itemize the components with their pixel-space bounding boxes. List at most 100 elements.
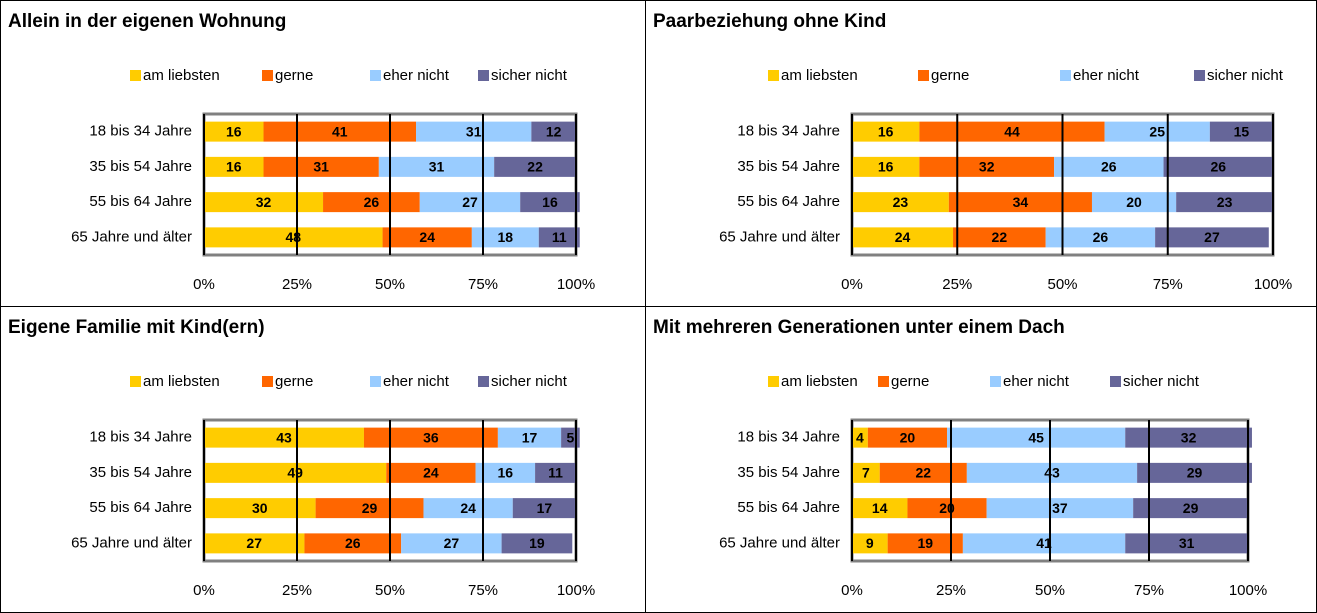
legend-swatch bbox=[130, 70, 141, 81]
data-label: 48 bbox=[285, 229, 301, 245]
data-label: 15 bbox=[1234, 123, 1250, 139]
x-tick-label: 0% bbox=[193, 276, 215, 293]
data-label: 29 bbox=[1187, 465, 1203, 481]
x-tick-label: 100% bbox=[557, 582, 595, 599]
y-tick-label: 18 bis 34 Jahre bbox=[737, 429, 840, 446]
bar-segment bbox=[531, 121, 576, 142]
legend-label: eher nicht bbox=[1073, 67, 1140, 84]
x-tick-label: 75% bbox=[468, 276, 498, 293]
y-tick-label: 35 bis 54 Jahre bbox=[737, 158, 840, 175]
chart-title: Allein in der eigenen Wohnung bbox=[8, 11, 286, 32]
legend-label: gerne bbox=[931, 67, 969, 84]
bar-segment bbox=[1133, 498, 1248, 519]
data-label: 43 bbox=[276, 429, 292, 445]
x-tick-label: 0% bbox=[193, 582, 215, 599]
data-label: 32 bbox=[979, 159, 995, 175]
bar-segment bbox=[1176, 192, 1273, 213]
data-label: 24 bbox=[419, 229, 435, 245]
bar-segment bbox=[386, 462, 476, 483]
bar-segment bbox=[852, 156, 920, 177]
bar-segment bbox=[1209, 121, 1273, 142]
data-label: 30 bbox=[252, 500, 268, 516]
legend-swatch bbox=[768, 376, 779, 387]
data-label: 22 bbox=[992, 229, 1008, 245]
bar-segment bbox=[867, 427, 948, 448]
data-label: 26 bbox=[1210, 159, 1226, 175]
x-tick-label: 100% bbox=[557, 276, 595, 293]
data-label: 16 bbox=[226, 159, 242, 175]
x-tick-label: 50% bbox=[1047, 276, 1077, 293]
bar-segment bbox=[852, 427, 868, 448]
data-label: 14 bbox=[872, 500, 888, 516]
data-label: 9 bbox=[866, 535, 874, 551]
bar-segment bbox=[497, 427, 562, 448]
data-label: 16 bbox=[498, 465, 514, 481]
bar-segment bbox=[538, 227, 580, 248]
bar-segment bbox=[953, 227, 1046, 248]
y-tick-label: 18 bis 34 Jahre bbox=[737, 123, 840, 140]
data-label: 31 bbox=[313, 159, 329, 175]
y-tick-label: 65 Jahre und älter bbox=[71, 534, 192, 551]
bar-segment bbox=[966, 462, 1138, 483]
x-tick-label: 100% bbox=[1229, 582, 1267, 599]
bar-segment bbox=[475, 462, 536, 483]
bar-segment bbox=[423, 498, 513, 519]
bar-segment bbox=[907, 498, 987, 519]
bar-segment bbox=[204, 121, 264, 142]
data-label: 16 bbox=[878, 123, 894, 139]
bar-segment bbox=[986, 498, 1134, 519]
legend-swatch bbox=[262, 376, 273, 387]
x-tick-label: 50% bbox=[375, 276, 405, 293]
legend-label: eher nicht bbox=[383, 373, 450, 390]
x-tick-label: 25% bbox=[936, 582, 966, 599]
bar-segment bbox=[304, 533, 402, 554]
bar-segment bbox=[315, 498, 424, 519]
x-tick-label: 75% bbox=[1134, 582, 1164, 599]
data-label: 23 bbox=[893, 194, 909, 210]
legend-swatch bbox=[478, 376, 489, 387]
data-label: 27 bbox=[462, 194, 478, 210]
bar-segment bbox=[494, 156, 576, 177]
bar-segment bbox=[1054, 156, 1164, 177]
legend-label: sicher nicht bbox=[1123, 373, 1200, 390]
bar-segment bbox=[947, 427, 1126, 448]
legend-label: am liebsten bbox=[781, 67, 858, 84]
legend-swatch bbox=[478, 70, 489, 81]
legend-label: eher nicht bbox=[383, 67, 450, 84]
y-tick-label: 65 Jahre und älter bbox=[719, 228, 840, 245]
x-tick-label: 50% bbox=[375, 582, 405, 599]
data-label: 7 bbox=[862, 465, 870, 481]
x-tick-label: 25% bbox=[942, 276, 972, 293]
legend-swatch bbox=[878, 376, 889, 387]
data-label: 20 bbox=[939, 500, 955, 516]
legend-swatch bbox=[768, 70, 779, 81]
bar-segment bbox=[1045, 227, 1156, 248]
data-label: 31 bbox=[429, 159, 445, 175]
chart-title: Paarbeziehung ohne Kind bbox=[653, 11, 886, 32]
data-label: 16 bbox=[878, 159, 894, 175]
x-tick-label: 75% bbox=[468, 582, 498, 599]
data-label: 20 bbox=[900, 429, 916, 445]
bar-segment bbox=[919, 121, 1105, 142]
bar-segment bbox=[879, 462, 967, 483]
bar-segment bbox=[471, 227, 539, 248]
bar-segment bbox=[512, 498, 576, 519]
bar-segment bbox=[501, 533, 573, 554]
data-label: 19 bbox=[529, 535, 545, 551]
data-label: 11 bbox=[548, 465, 563, 481]
bar-segment bbox=[204, 462, 387, 483]
bar-segment bbox=[1155, 227, 1269, 248]
legend-label: gerne bbox=[275, 67, 313, 84]
bar-segment bbox=[852, 498, 908, 519]
bar-segment bbox=[852, 227, 954, 248]
bar-segment bbox=[363, 427, 498, 448]
data-label: 22 bbox=[527, 159, 543, 175]
data-label: 44 bbox=[1004, 123, 1020, 139]
chart-title: Eigene Familie mit Kind(ern) bbox=[8, 317, 265, 338]
bar-segment bbox=[416, 121, 532, 142]
bar-segment bbox=[204, 156, 264, 177]
bar-segment bbox=[1125, 533, 1248, 554]
data-label: 20 bbox=[1126, 194, 1142, 210]
data-label: 16 bbox=[542, 194, 558, 210]
bar-segment bbox=[852, 462, 880, 483]
